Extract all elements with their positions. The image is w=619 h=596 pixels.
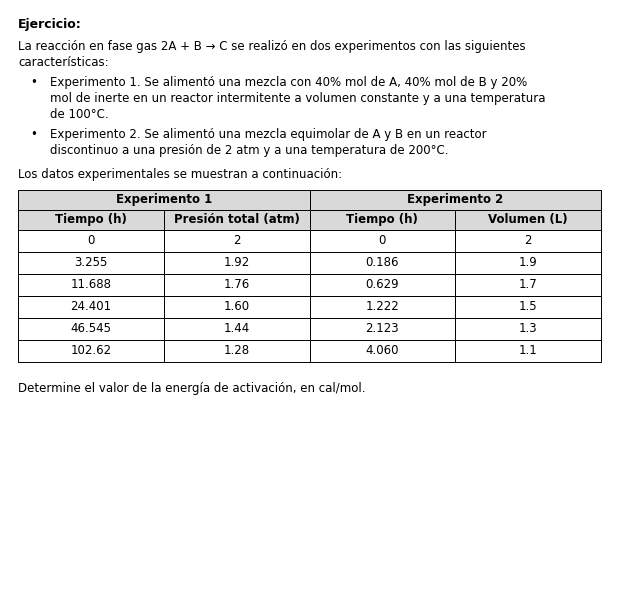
Text: •: • [30, 76, 37, 89]
Text: 11.688: 11.688 [71, 278, 111, 291]
Text: 1.44: 1.44 [223, 322, 249, 336]
Text: 0: 0 [379, 234, 386, 247]
Text: Experimento 2. Se alimentó una mezcla equimolar de A y B en un reactor: Experimento 2. Se alimentó una mezcla eq… [50, 128, 487, 141]
Text: 1.222: 1.222 [365, 300, 399, 313]
Text: 2: 2 [524, 234, 532, 247]
Text: Volumen (L): Volumen (L) [488, 213, 568, 226]
Text: La reacción en fase gas 2A + B → C se realizó en dos experimentos con las siguie: La reacción en fase gas 2A + B → C se re… [18, 40, 526, 53]
Text: 2: 2 [233, 234, 240, 247]
Text: Los datos experimentales se muestran a continuación:: Los datos experimentales se muestran a c… [18, 168, 342, 181]
Text: 1.60: 1.60 [223, 300, 249, 313]
Text: 1.92: 1.92 [223, 256, 249, 269]
Text: características:: características: [18, 56, 108, 69]
Text: 2.123: 2.123 [366, 322, 399, 336]
Text: •: • [30, 128, 37, 141]
Text: mol de inerte en un reactor intermitente a volumen constante y a una temperatura: mol de inerte en un reactor intermitente… [50, 92, 545, 105]
Text: Determine el valor de la energía de activación, en cal/mol.: Determine el valor de la energía de acti… [18, 382, 365, 395]
Text: 1.3: 1.3 [519, 322, 537, 336]
Text: Experimento 2: Experimento 2 [407, 194, 503, 206]
Text: discontinuo a una presión de 2 atm y a una temperatura de 200°C.: discontinuo a una presión de 2 atm y a u… [50, 144, 449, 157]
Text: 102.62: 102.62 [71, 344, 111, 358]
Text: 1.76: 1.76 [223, 278, 249, 291]
Text: Ejercicio:: Ejercicio: [18, 18, 82, 31]
Text: 46.545: 46.545 [71, 322, 111, 336]
Text: Experimento 1: Experimento 1 [116, 194, 212, 206]
Text: 1.5: 1.5 [519, 300, 537, 313]
Text: 1.1: 1.1 [519, 344, 537, 358]
Text: 24.401: 24.401 [71, 300, 111, 313]
Text: Tiempo (h): Tiempo (h) [55, 213, 127, 226]
Text: 0.629: 0.629 [366, 278, 399, 291]
Text: Tiempo (h): Tiempo (h) [347, 213, 418, 226]
Text: 1.9: 1.9 [519, 256, 537, 269]
Text: 0.186: 0.186 [366, 256, 399, 269]
Text: Experimento 1. Se alimentó una mezcla con 40% mol de A, 40% mol de B y 20%: Experimento 1. Se alimentó una mezcla co… [50, 76, 527, 89]
Text: 0: 0 [87, 234, 95, 247]
Text: 3.255: 3.255 [74, 256, 108, 269]
Text: Presión total (atm): Presión total (atm) [174, 213, 300, 226]
Text: 4.060: 4.060 [366, 344, 399, 358]
Text: de 100°C.: de 100°C. [50, 108, 108, 121]
Text: 1.7: 1.7 [519, 278, 537, 291]
Text: 1.28: 1.28 [223, 344, 249, 358]
